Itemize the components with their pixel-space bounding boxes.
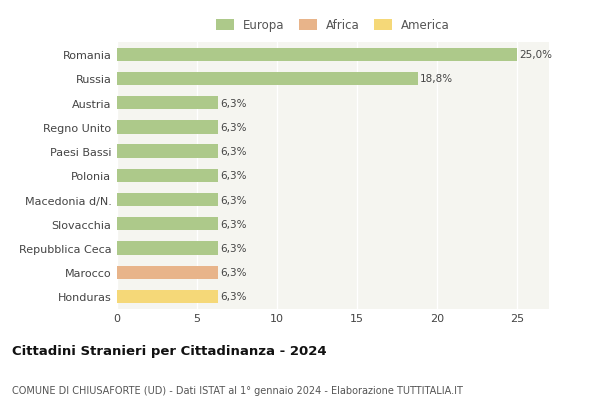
- Text: 6,3%: 6,3%: [220, 123, 247, 133]
- Bar: [117, 72, 418, 86]
- Text: 6,3%: 6,3%: [220, 99, 247, 108]
- Text: COMUNE DI CHIUSAFORTE (UD) - Dati ISTAT al 1° gennaio 2024 - Elaborazione TUTTIT: COMUNE DI CHIUSAFORTE (UD) - Dati ISTAT …: [12, 384, 463, 395]
- Bar: [117, 48, 517, 62]
- Bar: [117, 193, 218, 207]
- Text: Cittadini Stranieri per Cittadinanza - 2024: Cittadini Stranieri per Cittadinanza - 2…: [12, 344, 326, 357]
- Text: 6,3%: 6,3%: [220, 292, 247, 302]
- Text: 6,3%: 6,3%: [220, 147, 247, 157]
- Text: 6,3%: 6,3%: [220, 219, 247, 229]
- Text: 6,3%: 6,3%: [220, 243, 247, 253]
- Bar: [117, 145, 218, 158]
- Text: 18,8%: 18,8%: [420, 74, 454, 84]
- Bar: [117, 242, 218, 255]
- Bar: [117, 121, 218, 134]
- Text: 6,3%: 6,3%: [220, 171, 247, 181]
- Text: 25,0%: 25,0%: [520, 50, 553, 60]
- Bar: [117, 97, 218, 110]
- Bar: [117, 218, 218, 231]
- Text: 6,3%: 6,3%: [220, 267, 247, 278]
- Bar: [117, 290, 218, 303]
- Bar: [117, 169, 218, 182]
- Legend: Europa, Africa, America: Europa, Africa, America: [214, 17, 452, 35]
- Bar: [117, 266, 218, 279]
- Text: 6,3%: 6,3%: [220, 195, 247, 205]
